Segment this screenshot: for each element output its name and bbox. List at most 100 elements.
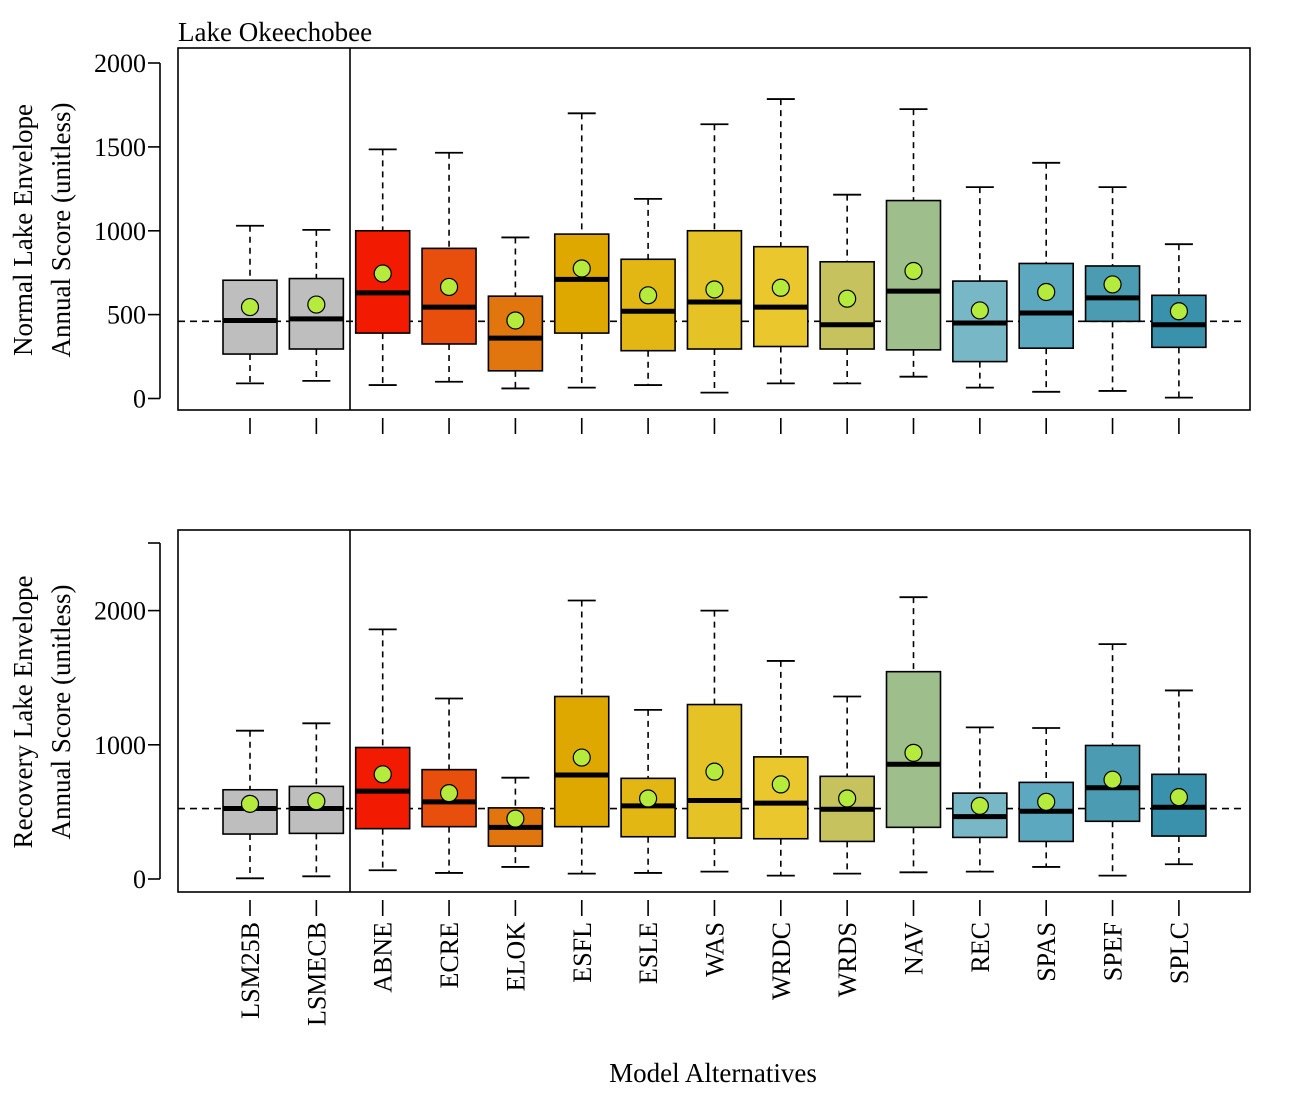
y-tick-label: 2000	[94, 49, 146, 78]
y-tick-label: 1000	[94, 731, 146, 760]
box-nav	[885, 108, 942, 434]
mean-dot	[506, 809, 525, 828]
box-wrds	[819, 695, 875, 916]
mean-dot	[838, 289, 857, 308]
top-ylabel-line1: Normal Lake Envelope	[8, 104, 38, 356]
mean-dot	[1103, 770, 1122, 789]
plot-frame	[177, 47, 1251, 411]
box-spef	[1084, 186, 1141, 434]
iqr-box	[1018, 262, 1075, 349]
mean-dot	[572, 748, 591, 767]
x-tick-label: SPLC	[1165, 922, 1194, 984]
mean-dot	[638, 286, 658, 305]
box-ecre	[421, 697, 477, 916]
mean-dot	[1103, 275, 1122, 294]
box-lsmecb	[288, 722, 345, 916]
mean-dot	[771, 278, 790, 297]
box-esle	[620, 709, 676, 916]
box-splc	[1151, 243, 1207, 434]
box-elok	[487, 776, 544, 916]
iqr-box	[487, 295, 544, 372]
box-rec	[952, 186, 1008, 434]
box-elok	[487, 236, 544, 434]
x-tick-label: REC	[966, 922, 995, 973]
mean-dot	[240, 794, 260, 813]
iqr-box	[752, 245, 809, 348]
mean-dot	[506, 311, 525, 330]
mean-dot	[307, 295, 326, 314]
mean-dot	[572, 259, 591, 278]
box-wrdc	[752, 660, 809, 916]
x-tick-label: SPAS	[1032, 922, 1061, 982]
box-lsm25b	[222, 729, 278, 916]
iqr-box	[620, 258, 676, 352]
x-tick-label: WRDC	[767, 922, 796, 1000]
mean-dot	[1037, 792, 1056, 811]
box-splc	[1151, 689, 1207, 916]
plot-frame	[177, 529, 1251, 893]
box-wrds	[819, 193, 875, 434]
box-abne	[354, 148, 411, 434]
mean-dot	[970, 796, 989, 815]
box-lsm25b	[222, 224, 278, 434]
x-tick-label: LSMECB	[302, 922, 331, 1026]
box-wrdc	[752, 98, 809, 434]
x-tick-label: NAV	[900, 922, 929, 975]
box-nav	[885, 596, 942, 916]
y-tick-label: 500	[107, 301, 146, 330]
box-lsmecb	[288, 229, 345, 434]
box-was	[686, 123, 743, 434]
y-tick-label: 0	[133, 865, 146, 894]
box-esfl	[553, 599, 610, 916]
x-tick-label: WAS	[700, 922, 729, 977]
iqr-box	[1084, 265, 1141, 323]
mean-dot	[240, 297, 260, 317]
iqr-box	[421, 247, 477, 345]
x-tick-label: SPEF	[1099, 922, 1128, 981]
x-tick-label: ESFL	[568, 922, 597, 983]
box-rec	[952, 726, 1008, 916]
mean-dot	[904, 743, 923, 762]
mean-dot	[771, 775, 790, 794]
mean-dot	[838, 789, 857, 808]
box-ecre	[421, 151, 477, 434]
panel-2: 0 1000 2000 LSM25B LSMECB ABNE ECRE ELOK ESFL ESL…	[94, 529, 1251, 1026]
x-axis-title: Model Alternatives	[609, 1058, 817, 1088]
mean-dot	[638, 789, 658, 808]
mean-dot	[307, 792, 326, 811]
iqr-box	[553, 233, 610, 334]
box-esfl	[553, 112, 610, 434]
mean-dot	[970, 301, 989, 320]
mean-dot	[1169, 302, 1189, 321]
bottom-ylabel-line2: Annual Score (unitless)	[46, 585, 76, 840]
panel-1: 0 500 1000 1500 2000	[94, 47, 1251, 434]
x-tick-label: WRDS	[833, 922, 862, 997]
x-tick-label: ECRE	[435, 922, 464, 988]
x-tick-label: ABNE	[369, 922, 398, 993]
mean-dot	[373, 264, 392, 283]
panels-group: 0 500 1000 1500 2000 0 1000 2000 LSM25B LSMECB ABN…	[94, 47, 1251, 1026]
x-tick-label: LSM25B	[236, 922, 265, 1019]
mean-dot	[705, 762, 724, 781]
y-tick-label: 0	[133, 385, 146, 414]
box-esle	[620, 197, 676, 434]
iqr-box	[288, 277, 345, 350]
mean-dot	[904, 261, 923, 281]
box-spef	[1084, 643, 1141, 916]
mean-dot	[373, 765, 392, 784]
bottom-ylabel-line1: Recovery Lake Envelope	[8, 576, 38, 849]
y-tick-label: 1500	[94, 133, 146, 162]
box-abne	[354, 628, 411, 916]
mean-dot	[439, 277, 459, 297]
iqr-box	[752, 756, 809, 840]
iqr-box	[222, 279, 278, 355]
x-tick-label: ESLE	[634, 922, 663, 984]
y-tick-label: 2000	[94, 597, 146, 626]
y-tick-label: 1000	[94, 217, 146, 246]
box-was	[686, 609, 743, 916]
mean-dot	[1169, 788, 1189, 807]
box-spas	[1018, 727, 1075, 916]
box-spas	[1018, 161, 1075, 434]
mean-dot	[705, 280, 724, 299]
